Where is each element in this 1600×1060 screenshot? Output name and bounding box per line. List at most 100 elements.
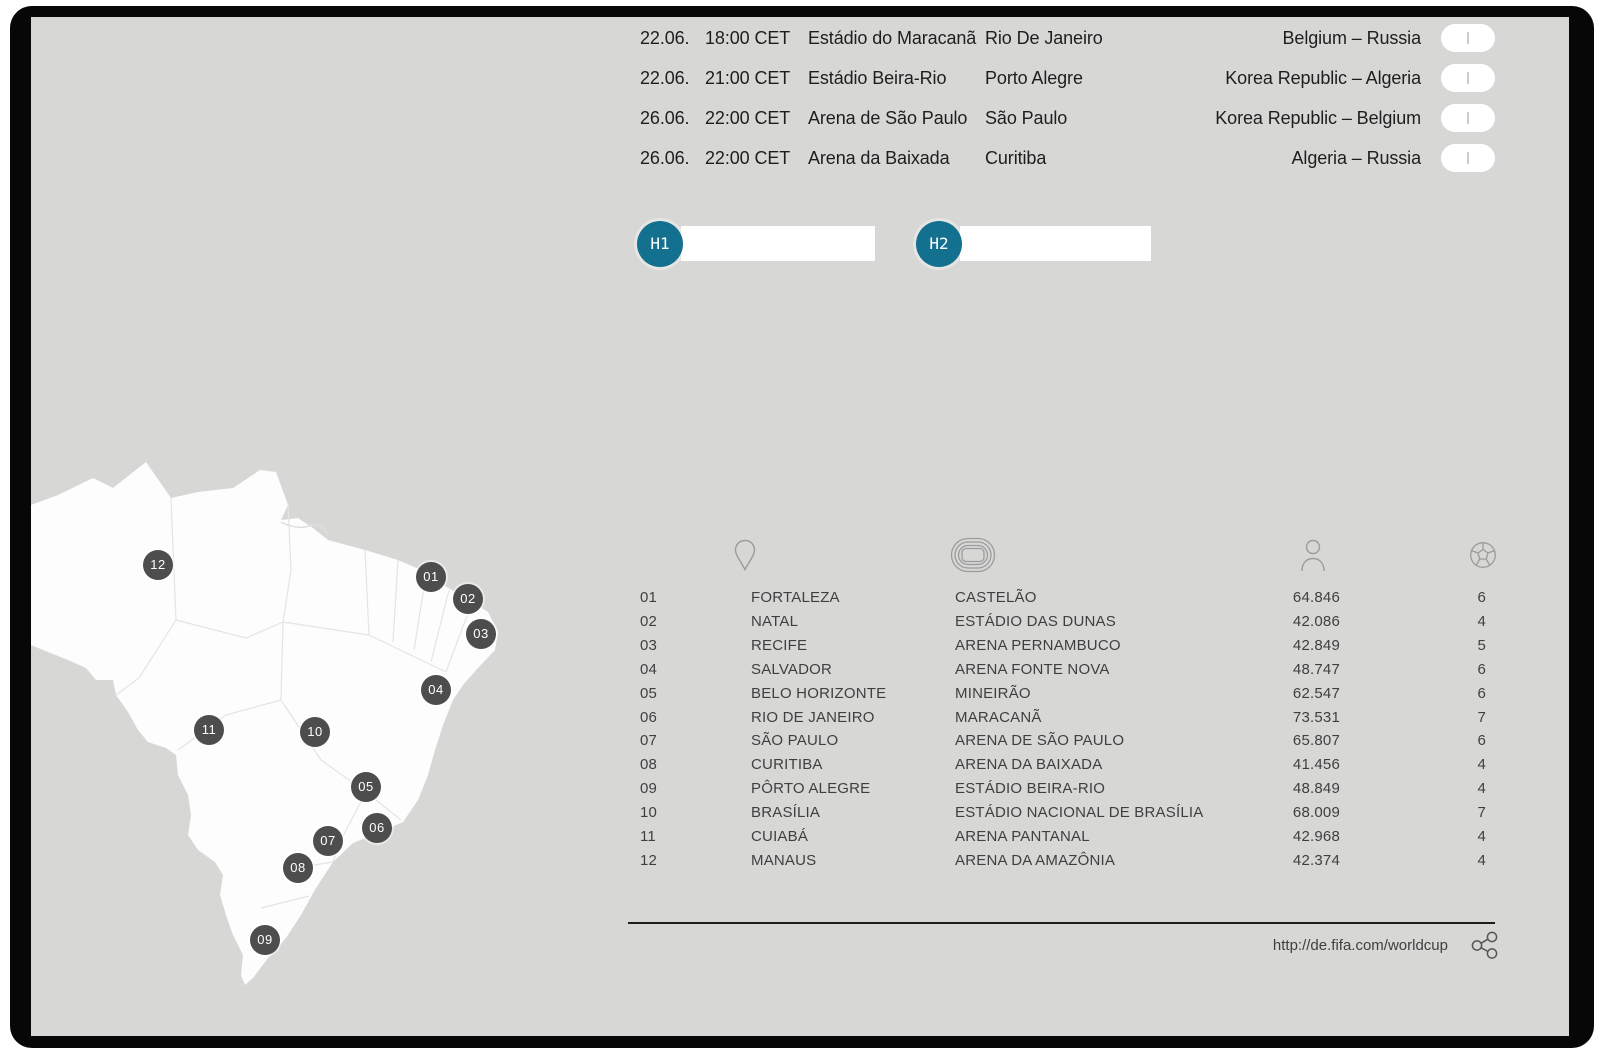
venue-city: FORTALEZA	[751, 589, 840, 606]
match-stadium: Arena de São Paulo	[808, 108, 968, 128]
venue-matches: 6	[1477, 684, 1486, 702]
infographic-frame: 22.06. 18:00 CET Estádio do Maracanã Rio…	[10, 6, 1594, 1048]
venue-number: 05	[640, 684, 658, 702]
venue-row: 12 MANAUS ARENA DA AMAZÔNIA 42.374 4	[31, 850, 1569, 872]
location-pin-icon	[734, 539, 756, 571]
map-marker[interactable]: 02	[453, 584, 483, 614]
share-icon[interactable]	[1470, 930, 1500, 960]
venue-city: RIO DE JANEIRO	[751, 708, 875, 726]
venue-number: 12	[640, 851, 658, 869]
h1-score-field[interactable]	[681, 226, 875, 261]
map-marker[interactable]: 04	[421, 675, 451, 705]
venue-capacity: 65.807	[1292, 732, 1340, 750]
venue-matches: 7	[1477, 708, 1486, 726]
score-divider-line	[1467, 112, 1469, 124]
match-teams: Korea Republic – Algeria	[1225, 68, 1421, 88]
map-marker[interactable]: 07	[313, 826, 343, 856]
match-stadium: Arena da Baixada	[808, 148, 950, 168]
venue-stadium: ARENA DA AMAZÔNIA	[955, 851, 1116, 869]
venue-city: RECIFE	[751, 636, 808, 654]
match-city: Rio De Janeiro	[985, 28, 1103, 48]
venue-row: 03 RECIFE ARENA PERNAMBUCO 42.849 5	[31, 635, 1569, 657]
venue-city: BRASÍLIA	[751, 804, 821, 822]
match-city: São Paulo	[985, 108, 1068, 128]
venue-matches: 4	[1477, 828, 1486, 845]
marker-number: 02	[460, 591, 476, 606]
venue-stadium: ESTÁDIO NACIONAL DE BRASÍLIA	[955, 804, 1204, 822]
marker-number: 05	[358, 779, 374, 794]
venue-row: 02 NATAL ESTÁDIO DAS DUNAS 42.086 4	[31, 611, 1569, 633]
source-url[interactable]: http://de.fifa.com/worldcup	[1272, 937, 1448, 954]
venue-row: 06 RIO DE JANEIRO MARACANÃ 73.531 7	[31, 707, 1569, 729]
venue-row: 10 BRASÍLIA ESTÁDIO NACIONAL DE BRASÍLIA…	[31, 802, 1569, 824]
h2-score-field[interactable]	[960, 226, 1151, 261]
venue-row: 01 FORTALEZA CASTELÃO 64.846 6	[31, 587, 1569, 609]
match-time: 18:00 CET	[705, 28, 791, 48]
venue-city: SALVADOR	[751, 660, 833, 678]
schedule-row: 22.06. 21:00 CET Estádio Beira-Rio Porto…	[31, 64, 1569, 92]
score-input[interactable]	[1441, 64, 1495, 92]
venue-matches: 4	[1477, 612, 1486, 630]
venue-number: 10	[640, 804, 658, 822]
match-city: Curitiba	[985, 148, 1047, 168]
marker-number: 12	[150, 557, 166, 572]
venue-row: 08 CURITIBA ARENA DA BAIXADA 41.456 4	[31, 754, 1569, 776]
venue-row: 04 SALVADOR ARENA FONTE NOVA 48.747 6	[31, 659, 1569, 681]
amazon-river	[280, 521, 329, 535]
content-area: 22.06. 18:00 CET Estádio do Maracanã Rio…	[31, 17, 1569, 1036]
schedule-row: 22.06. 18:00 CET Estádio do Maracanã Rio…	[31, 24, 1569, 52]
venue-capacity: 42.968	[1292, 828, 1340, 845]
match-teams: Belgium – Russia	[1282, 28, 1422, 48]
football-icon	[1470, 542, 1496, 568]
map-marker[interactable]: 05	[351, 772, 381, 802]
map-marker[interactable]: 12	[143, 550, 173, 580]
score-divider-line	[1467, 152, 1469, 164]
venue-matches: 6	[1477, 589, 1486, 606]
venue-capacity: 48.747	[1292, 660, 1340, 678]
map-marker[interactable]: 10	[300, 717, 330, 747]
match-date: 22.06.	[640, 68, 690, 88]
marker-number: 01	[423, 569, 439, 584]
schedule-row: 26.06. 22:00 CET Arena de São Paulo São …	[31, 104, 1569, 132]
venue-capacity: 42.374	[1292, 851, 1340, 869]
venue-capacity: 48.849	[1292, 780, 1340, 798]
score-divider-line	[1467, 72, 1469, 84]
marker-number: 06	[369, 820, 385, 835]
match-date: 26.06.	[640, 148, 690, 168]
h1-badge: H1	[637, 221, 683, 267]
match-stadium: Estádio Beira-Rio	[808, 68, 947, 88]
match-time: 21:00 CET	[705, 68, 791, 88]
venue-matches: 5	[1477, 636, 1486, 654]
score-divider-line	[1467, 32, 1469, 44]
map-marker[interactable]: 01	[416, 562, 446, 592]
venue-stadium: ESTÁDIO BEIRA-RIO	[955, 780, 1106, 798]
map-marker[interactable]: 08	[283, 853, 313, 883]
venue-matches: 6	[1477, 732, 1486, 750]
venue-row: 09 PÔRTO ALEGRE ESTÁDIO BEIRA-RIO 48.849…	[31, 778, 1569, 800]
match-time: 22:00 CET	[705, 148, 791, 168]
venue-number: 09	[640, 780, 658, 798]
venue-stadium: ESTÁDIO DAS DUNAS	[955, 612, 1116, 630]
score-input[interactable]	[1441, 24, 1495, 52]
map-marker[interactable]: 06	[362, 813, 392, 843]
venue-city: CUIABÁ	[751, 828, 809, 845]
venue-capacity: 68.009	[1292, 804, 1340, 822]
score-input[interactable]	[1441, 104, 1495, 132]
venue-city: CURITIBA	[751, 756, 823, 774]
venue-row: 11 CUIABÁ ARENA PANTANAL 42.968 4	[31, 826, 1569, 848]
map-marker[interactable]: 03	[466, 619, 496, 649]
match-stadium: Estádio do Maracanã	[808, 28, 977, 48]
map-marker[interactable]: 09	[250, 925, 280, 955]
venue-stadium: CASTELÃO	[955, 589, 1037, 606]
map-marker[interactable]: 11	[194, 715, 224, 745]
venue-number: 06	[640, 708, 658, 726]
schedule-row: 26.06. 22:00 CET Arena da Baixada Curiti…	[31, 144, 1569, 172]
venue-matches: 6	[1477, 660, 1486, 678]
match-date: 26.06.	[640, 108, 690, 128]
venue-matches: 7	[1477, 804, 1486, 822]
venue-capacity: 42.849	[1292, 636, 1340, 654]
brazil-outline	[31, 462, 498, 985]
score-input[interactable]	[1441, 144, 1495, 172]
venue-stadium: ARENA DE SÃO PAULO	[955, 732, 1125, 750]
venue-city: SÃO PAULO	[751, 732, 839, 750]
